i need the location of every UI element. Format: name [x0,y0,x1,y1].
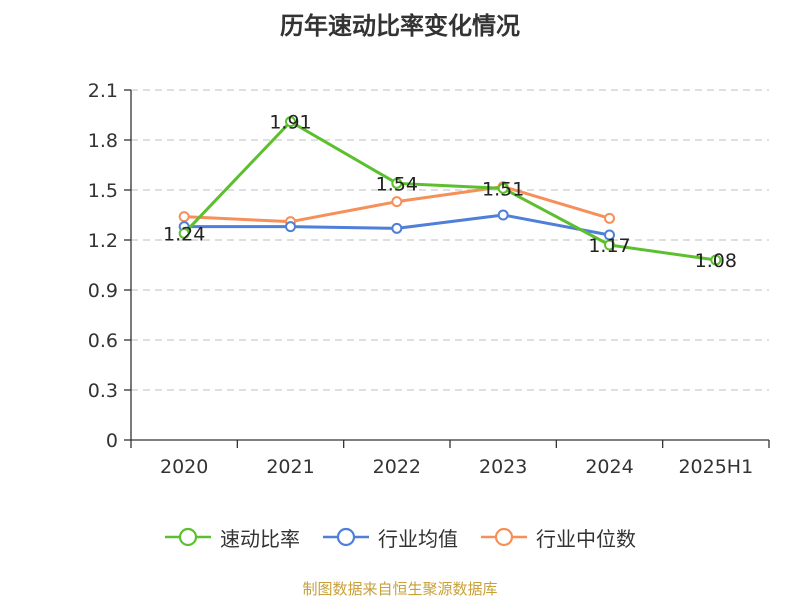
data-point [178,211,190,223]
data-point [604,239,615,251]
data-point [178,227,190,239]
data-point [391,177,403,189]
y-tick-label: 0 [106,430,118,452]
data-point [497,182,509,194]
legend-line-circle-icon [165,527,211,547]
x-tick-label: 2024 [585,456,633,478]
data-point [391,222,403,234]
data-label: 1.17 [588,235,630,257]
series-lines [178,116,722,266]
data-point [285,116,296,128]
legend-label: 速动比率 [220,526,300,551]
data-label: 1.51 [482,178,524,200]
legend-label: 行业中位数 [536,526,636,551]
legend-line-circle-icon [481,527,527,547]
y-tick-label: 1.8 [88,130,118,152]
data-label: 1.91 [269,112,311,134]
y-tick-label: 1.5 [88,180,118,202]
data-point [285,221,296,233]
legend-label: 行业均值 [378,526,458,551]
y-tick-label: 1.2 [88,230,118,252]
axes: 0 0.3 0.6 0.9 1.2 1.5 1.8 2.1 2020 2021 2022 2023 20… [88,80,770,478]
data-point [497,209,509,221]
y-tick-label: 2.1 [88,80,118,102]
x-tick-label: 2025H1 [678,456,753,478]
data-label: 1.54 [376,173,418,195]
source-note: 制图数据来自恒生聚源数据库 [302,580,498,598]
legend-item-0[interactable]: 速动比率 [164,523,300,552]
x-tick-label: 2022 [373,456,421,478]
x-tick-label: 2021 [266,456,314,478]
data-point [604,212,615,224]
data-point [710,254,722,266]
y-tick-label: 0.9 [88,280,118,302]
legend: 速动比率 行业均值 行业中位数 [0,520,800,554]
data-point [391,196,403,208]
x-tick-label: 2023 [479,456,527,478]
legend-item-2[interactable]: 行业中位数 [480,523,636,552]
legend-line-circle-icon [323,527,369,547]
x-tick-label: 2020 [160,456,208,478]
data-label: 1.24 [163,223,205,245]
legend-item-1[interactable]: 行业均值 [322,523,458,552]
y-tick-label: 0.6 [88,330,118,352]
chart-title: 历年速动比率变化情况 [280,12,520,40]
y-tick-label: 0.3 [88,380,118,402]
data-labels: 1.24 1.91 1.54 1.51 1.17 1.08 [163,112,737,272]
grid-lines [131,89,769,391]
series-line-0 [183,120,717,262]
data-label: 1.08 [695,250,737,272]
